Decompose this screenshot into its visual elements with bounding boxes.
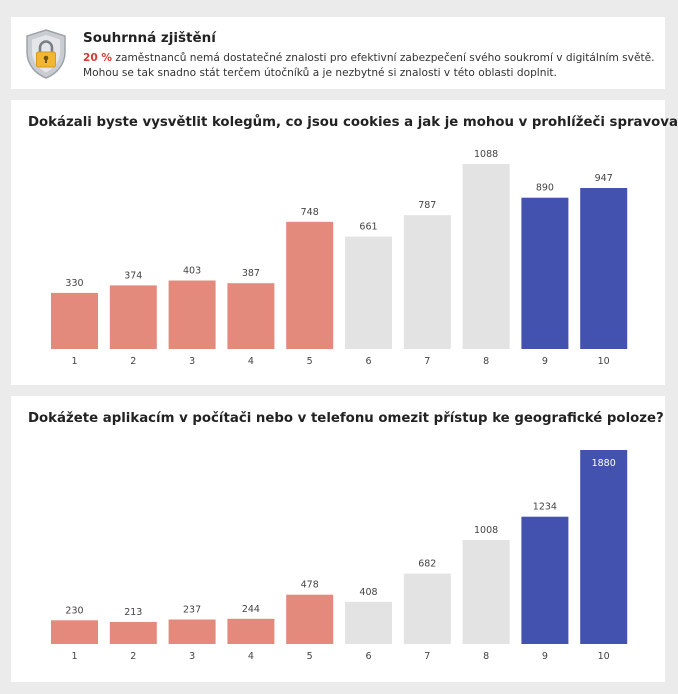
data-label-3: 403 [183,266,201,277]
x-tick-label-9: 9 [542,651,548,662]
bar-9 [521,516,569,644]
data-label-6: 661 [359,222,377,233]
data-label-5: 478 [301,580,319,591]
bar-10 [580,188,628,349]
x-tick-label-1: 1 [71,651,77,662]
x-tick-label-2: 2 [130,356,136,367]
bar-5 [286,594,334,644]
chart-panel-cookies: Dokázali byste vysvětlit kolegům, co jso… [11,100,678,385]
data-label-2: 374 [124,270,142,281]
x-tick-label-4: 4 [248,356,254,367]
bar-8 [462,540,510,644]
x-tick-label-1: 1 [71,356,77,367]
x-tick-label-5: 5 [307,356,313,367]
data-label-9: 890 [536,183,554,194]
bar-chart-cookies: 330 1 374 2 403 3 387 4 748 5 661 6 787 7 1088 8 890 9 947… [51,149,628,367]
summary-percent: 20 % [83,52,113,64]
data-label-6: 408 [359,587,377,598]
bar-4 [227,618,275,644]
data-label-7: 787 [418,200,436,211]
data-label-1: 230 [65,605,83,616]
data-label-8: 1008 [474,525,498,536]
bar-3 [168,619,216,644]
x-tick-label-8: 8 [483,356,489,367]
chart-title: Dokážete aplikacím v počítači nebo v tel… [28,411,664,426]
bar-chart-geolocation: 230 1 213 2 237 3 244 4 478 5 408 6 682 7 1008 8 1234 9 18… [51,450,628,662]
summary-text-line1: 20 % zaměstnanců nemá dostatečné znalost… [83,52,655,64]
bar-2 [109,285,157,349]
summary-text-rest: zaměstnanců nemá dostatečné znalosti pro… [112,52,655,64]
x-tick-label-6: 6 [365,356,371,367]
x-tick-label-8: 8 [483,651,489,662]
x-tick-label-10: 10 [598,651,610,662]
data-label-8: 1088 [474,149,498,160]
shield-lock-icon [26,29,66,79]
data-label-10: 947 [595,173,613,184]
chart-panel-geolocation: Dokážete aplikacím v počítači nebo v tel… [11,396,665,682]
bar-8 [462,164,510,349]
data-label-4: 387 [242,268,260,279]
data-label-10: 1880 [592,458,616,469]
data-label-1: 330 [65,278,83,289]
data-label-3: 237 [183,605,201,616]
bar-7 [403,215,451,349]
data-label-7: 682 [418,559,436,570]
bar-7 [403,573,451,644]
x-tick-label-4: 4 [248,651,254,662]
x-tick-label-5: 5 [307,651,313,662]
summary-title: Souhrnná zjištění [83,30,216,46]
x-tick-label-2: 2 [130,651,136,662]
summary-panel: Souhrnná zjištění 20 % zaměstnanců nemá … [11,17,665,89]
x-tick-label-3: 3 [189,356,195,367]
bar-10 [580,450,628,644]
bar-2 [109,622,157,644]
data-label-5: 748 [301,207,319,218]
bar-1 [51,620,98,644]
chart-title: Dokázali byste vysvětlit kolegům, co jso… [28,115,678,130]
data-label-4: 244 [242,604,260,615]
summary-text-line2: Mohou se tak snadno stát terčem útočníků… [83,67,557,79]
x-tick-label-7: 7 [424,356,430,367]
data-label-2: 213 [124,607,142,618]
data-label-9: 1234 [533,502,557,513]
x-tick-label-3: 3 [189,651,195,662]
x-tick-label-10: 10 [598,356,610,367]
bar-6 [345,601,392,644]
bar-5 [286,221,334,349]
x-tick-label-7: 7 [424,651,430,662]
bar-4 [227,283,275,349]
bar-3 [168,280,216,349]
bar-6 [345,236,392,349]
x-tick-label-6: 6 [365,651,371,662]
bar-1 [51,292,98,349]
x-tick-label-9: 9 [542,356,548,367]
bar-9 [521,197,569,349]
